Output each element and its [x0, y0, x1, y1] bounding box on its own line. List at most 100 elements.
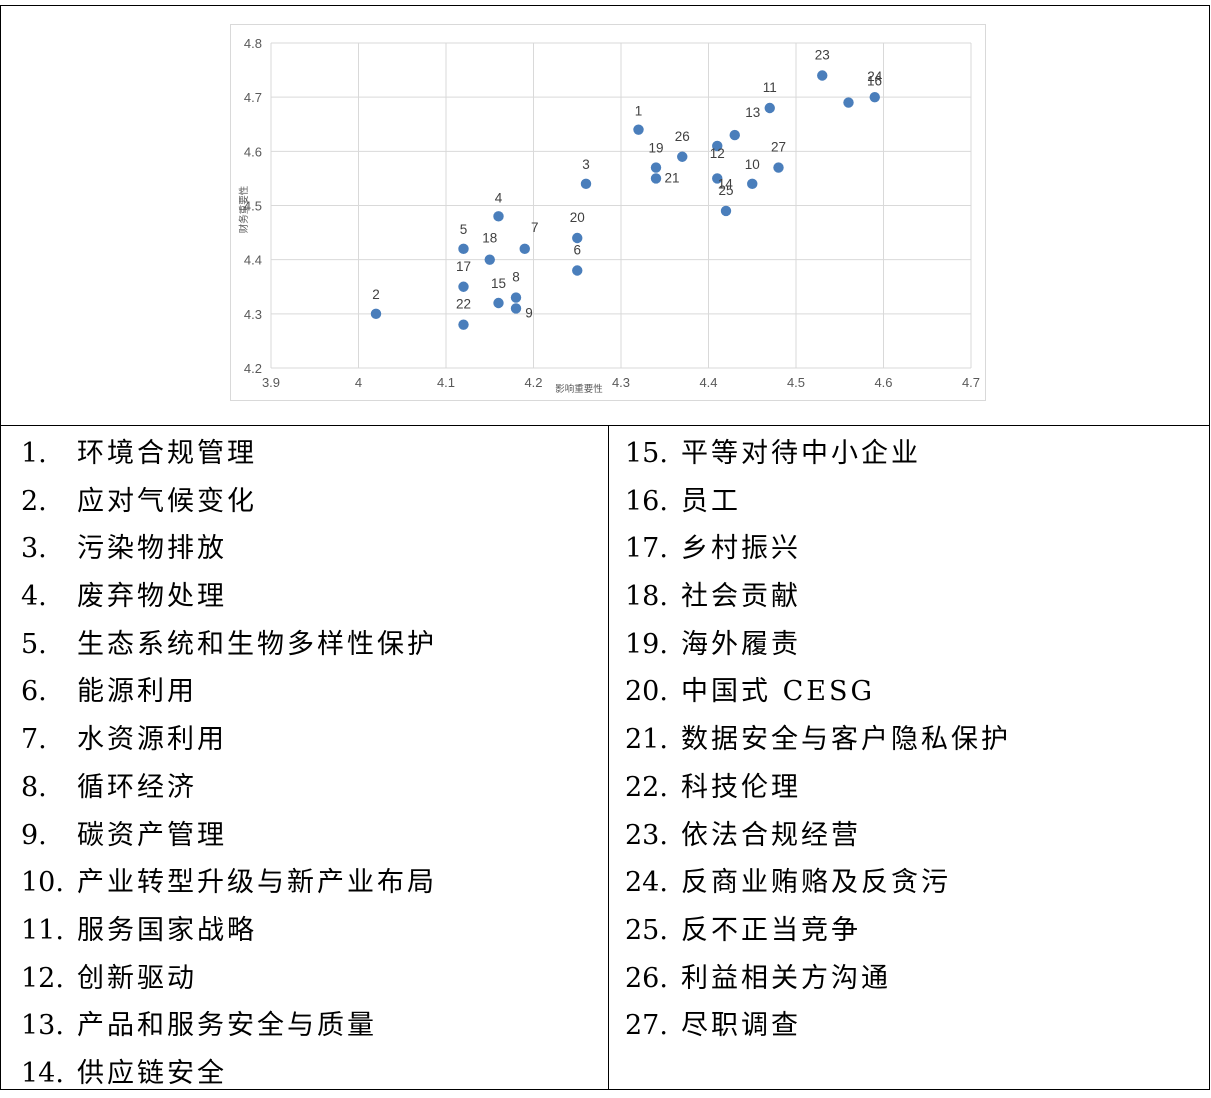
legend-item-number: 4.	[21, 581, 47, 613]
legend-item-number: 26.	[625, 962, 668, 994]
legend-item-text: 服务国家战略	[77, 914, 257, 946]
y-tick-label: 4.6	[244, 144, 262, 159]
data-point-label: 13	[745, 105, 760, 120]
legend-column-right: 15. 平等对待中小企业 16. 员工 17. 乡村振兴 18. 社会贡献 19. 海外履责 20.…	[609, 426, 1209, 1089]
legend-item-number: 5.	[21, 628, 47, 660]
legend-item-number: 12.	[21, 962, 64, 994]
data-point-label: 16	[867, 74, 882, 89]
legend-item-text: 科技伦理	[681, 771, 801, 803]
legend-item: 21. 数据安全与客户隐私保护	[609, 716, 1209, 764]
x-tick-label: 4.5	[787, 375, 805, 390]
data-point	[720, 205, 732, 217]
legend-item-number: 6.	[21, 676, 47, 708]
data-point-label: 17	[456, 259, 471, 274]
y-tick-label: 4.5	[244, 199, 262, 214]
data-point-label: 3	[582, 157, 590, 172]
data-point-label: 5	[460, 222, 468, 237]
legend-item-text: 应对气候变化	[77, 485, 257, 517]
legend-item: 15. 平等对待中小企业	[609, 430, 1209, 478]
legend-item-text: 反商业贿赂及反贪污	[681, 867, 951, 899]
data-point	[677, 151, 688, 162]
legend-item-number: 10.	[21, 867, 64, 899]
legend-item-number: 24.	[625, 867, 668, 899]
legend-item: 27. 尽职调查	[609, 1002, 1209, 1050]
legend-item-text: 数据安全与客户隐私保护	[681, 724, 1011, 756]
legend-item: 20. 中国式 CESG	[609, 668, 1209, 716]
data-point	[493, 211, 504, 222]
legend-item: 26. 利益相关方沟通	[609, 955, 1209, 1003]
legend-item-number: 18.	[625, 581, 668, 613]
x-tick-label: 4.1	[437, 375, 455, 390]
legend-item: 16. 员工	[609, 478, 1209, 526]
data-point	[519, 243, 530, 255]
data-point-label: 19	[648, 141, 663, 156]
x-tick-label: 4.4	[699, 375, 717, 390]
data-point-label: 8	[512, 270, 520, 285]
legend-item: 9. 碳资产管理	[1, 812, 608, 860]
data-point	[370, 308, 382, 320]
data-point-label: 1	[635, 104, 643, 119]
data-point	[843, 97, 854, 108]
data-point-label: 7	[531, 220, 539, 235]
legend-item-number: 3.	[21, 533, 47, 565]
legend-item: 13. 产品和服务安全与质量	[1, 1002, 608, 1050]
legend-item: 19. 海外履责	[609, 621, 1209, 669]
x-axis-title: 影响重要性	[555, 383, 603, 395]
legend-item-text: 产品和服务安全与质量	[77, 1010, 377, 1042]
legend-item-number: 1.	[21, 438, 47, 469]
legend-item-number: 7.	[21, 724, 47, 756]
legend-item-text: 供应链安全	[77, 1057, 227, 1089]
x-tick-label: 4	[355, 375, 362, 390]
data-point-label: 25	[718, 183, 733, 198]
data-point-label: 23	[815, 48, 830, 63]
x-tick-label: 4.2	[524, 375, 542, 390]
legend-column-left: 1. 环境合规管理 2. 应对气候变化 3. 污染物排放 4. 废弃物处理 5. 生态系统和生物多…	[1, 426, 609, 1089]
data-point-label: 24	[867, 69, 883, 84]
legend-item-text: 反不正当竞争	[681, 914, 861, 946]
legend-item-text: 循环经济	[77, 771, 197, 803]
y-tick-label: 4.8	[244, 36, 262, 51]
legend-item-number: 20.	[625, 676, 668, 708]
data-point	[458, 243, 469, 255]
data-point	[572, 265, 583, 276]
legend-item-number: 21.	[625, 724, 668, 756]
y-tick-label: 4.3	[244, 307, 262, 322]
data-point	[650, 173, 662, 184]
legend-item: 5. 生态系统和生物多样性保护	[1, 621, 608, 669]
chart-area: 3.9 4 4.1 4.2 4.3 4.4 4.5 4.6 4.7 4.2 4.3 4.4 4.5 4.6…	[230, 24, 986, 401]
legend-item-number: 16.	[625, 485, 668, 517]
data-point-label: 15	[491, 276, 506, 291]
legend-item-text: 尽职调查	[681, 1010, 801, 1042]
data-point	[484, 254, 495, 265]
scatter-chart: 3.9 4 4.1 4.2 4.3 4.4 4.5 4.6 4.7 4.2 4.3 4.4 4.5 4.6…	[238, 36, 980, 395]
data-point	[510, 303, 522, 314]
data-point-label: 9	[525, 305, 533, 320]
legend-item-number: 11.	[21, 914, 64, 946]
legend-item-number: 25.	[625, 914, 668, 946]
legend-item-number: 17.	[625, 533, 668, 565]
data-point-label: 20	[570, 210, 585, 225]
legend-item: 24. 反商业贿赂及反贪污	[609, 859, 1209, 907]
legend-item-number: 19.	[625, 628, 668, 660]
x-tick-label: 3.9	[262, 375, 280, 390]
legend-item: 22. 科技伦理	[609, 764, 1209, 812]
data-point	[729, 129, 740, 141]
legend-item: 18. 社会贡献	[609, 573, 1209, 621]
data-point	[580, 178, 592, 190]
legend-item: 11. 服务国家战略	[1, 907, 608, 955]
data-point	[458, 281, 469, 292]
legend-item: 10. 产业转型升级与新产业布局	[1, 859, 608, 907]
data-point	[572, 232, 583, 244]
data-point	[493, 297, 504, 309]
legend-item-number: 23.	[625, 819, 668, 851]
legend-item-text: 水资源利用	[77, 724, 227, 756]
figure-table: 3.9 4 4.1 4.2 4.3 4.4 4.5 4.6 4.7 4.2 4.3 4.4 4.5 4.6…	[0, 5, 1210, 1090]
legend-item-number: 22.	[625, 771, 668, 803]
data-point	[764, 102, 775, 114]
legend-item-text: 污染物排放	[77, 533, 227, 565]
data-point	[650, 162, 662, 173]
y-tick-label: 4.4	[244, 253, 262, 268]
y-tick-label: 4.7	[244, 90, 262, 105]
data-point-label: 27	[771, 140, 786, 155]
legend-item-text: 海外履责	[681, 628, 801, 660]
